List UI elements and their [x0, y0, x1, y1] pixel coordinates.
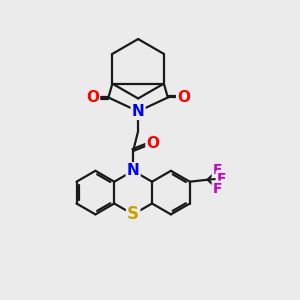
Text: F: F: [213, 182, 222, 196]
Text: O: O: [177, 90, 190, 105]
Text: O: O: [86, 90, 99, 105]
Text: F: F: [217, 172, 226, 186]
Text: S: S: [127, 206, 139, 224]
Text: N: N: [132, 104, 145, 119]
Text: O: O: [146, 136, 160, 151]
Text: F: F: [213, 163, 222, 177]
Text: N: N: [127, 163, 140, 178]
